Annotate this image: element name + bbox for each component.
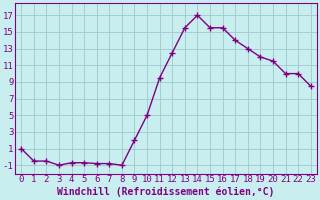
X-axis label: Windchill (Refroidissement éolien,°C): Windchill (Refroidissement éolien,°C) — [57, 187, 275, 197]
